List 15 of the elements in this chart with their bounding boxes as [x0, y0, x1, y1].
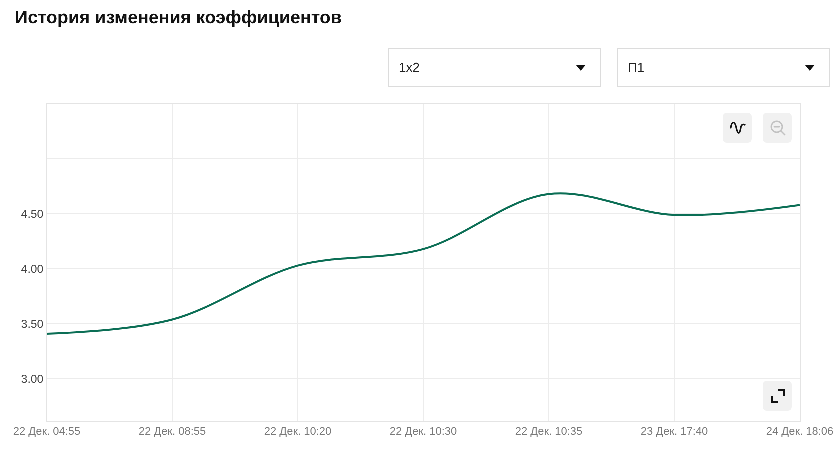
x-tick-label: 22 Дек. 10:35: [515, 426, 583, 438]
text: 1x2: [399, 60, 420, 75]
x-tick-label: 22 Дек. 10:20: [264, 426, 332, 438]
chart-title: История изменения коэффициентов: [15, 7, 342, 28]
line-series: [47, 192, 800, 336]
y-tick-label: 3.00: [21, 374, 44, 386]
y-tick-label: 4.00: [21, 264, 44, 276]
x-tick-label: 24 Дек. 18:06: [766, 426, 834, 438]
y-tick-label: 4.50: [21, 209, 44, 222]
text: П1: [628, 60, 645, 75]
x-tick-label: 22 Дек. 08:55: [138, 426, 206, 438]
y-tick-label: 3.50: [21, 319, 44, 332]
x-tick-label: 22 Дек. 04:55: [13, 426, 81, 438]
x-tick-label: 22 Дек. 10:30: [390, 426, 458, 438]
x-tick-label: 23 Дек. 17:40: [640, 426, 708, 438]
